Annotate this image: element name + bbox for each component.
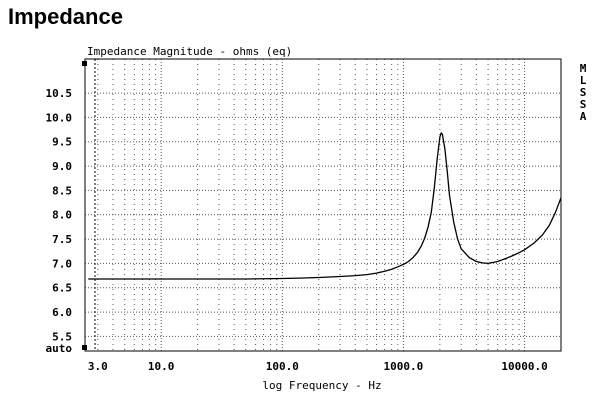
grid-layer [85, 59, 561, 351]
y-tick-label: 7.5 [52, 233, 72, 246]
y-tick-label: 7.0 [52, 257, 72, 270]
x-tick-label: 1000.0 [384, 360, 424, 373]
y-tick-label: 9.5 [52, 136, 72, 149]
side-label-letter: A [580, 110, 587, 123]
x-tick-label: 10.0 [148, 360, 175, 373]
y-tick-label: 8.5 [52, 184, 72, 197]
x-axis-label: log Frequency - Hz [262, 379, 381, 392]
x-tick-label: 10000.0 [501, 360, 547, 373]
x-tick-labels: 3.0 10.0 100.0 1000.0 10000.0 [88, 360, 548, 373]
y-tick-label: 10.5 [46, 87, 73, 100]
y-tick-label: 9.0 [52, 160, 72, 173]
bottom-left-marker [82, 345, 87, 350]
y-bottom-label: auto [46, 342, 73, 355]
page-heading: Impedance [8, 4, 123, 29]
side-label-letter: S [580, 98, 587, 111]
chart-title: Impedance Magnitude - ohms (eq) [87, 45, 292, 58]
y-tick-label: 10.0 [46, 111, 73, 124]
side-label-letter: L [580, 74, 587, 87]
y-tick-label: 8.0 [52, 209, 72, 222]
plot-frame [84, 58, 562, 352]
impedance-curve [88, 131, 562, 280]
y-tick-label: 6.0 [52, 306, 72, 319]
top-left-marker [82, 61, 87, 66]
side-label-letter: S [580, 86, 587, 99]
x-tick-label: 3.0 [88, 360, 108, 373]
y-tick-label: 6.5 [52, 282, 72, 295]
y-tick-label: 5.5 [52, 330, 72, 343]
side-label-letter: M [580, 62, 587, 75]
y-tick-labels: 5.5 6.0 6.5 7.0 7.5 8.0 8.5 9.0 9.5 10.0 10.5 [46, 87, 73, 343]
x-tick-label: 100.0 [266, 360, 299, 373]
